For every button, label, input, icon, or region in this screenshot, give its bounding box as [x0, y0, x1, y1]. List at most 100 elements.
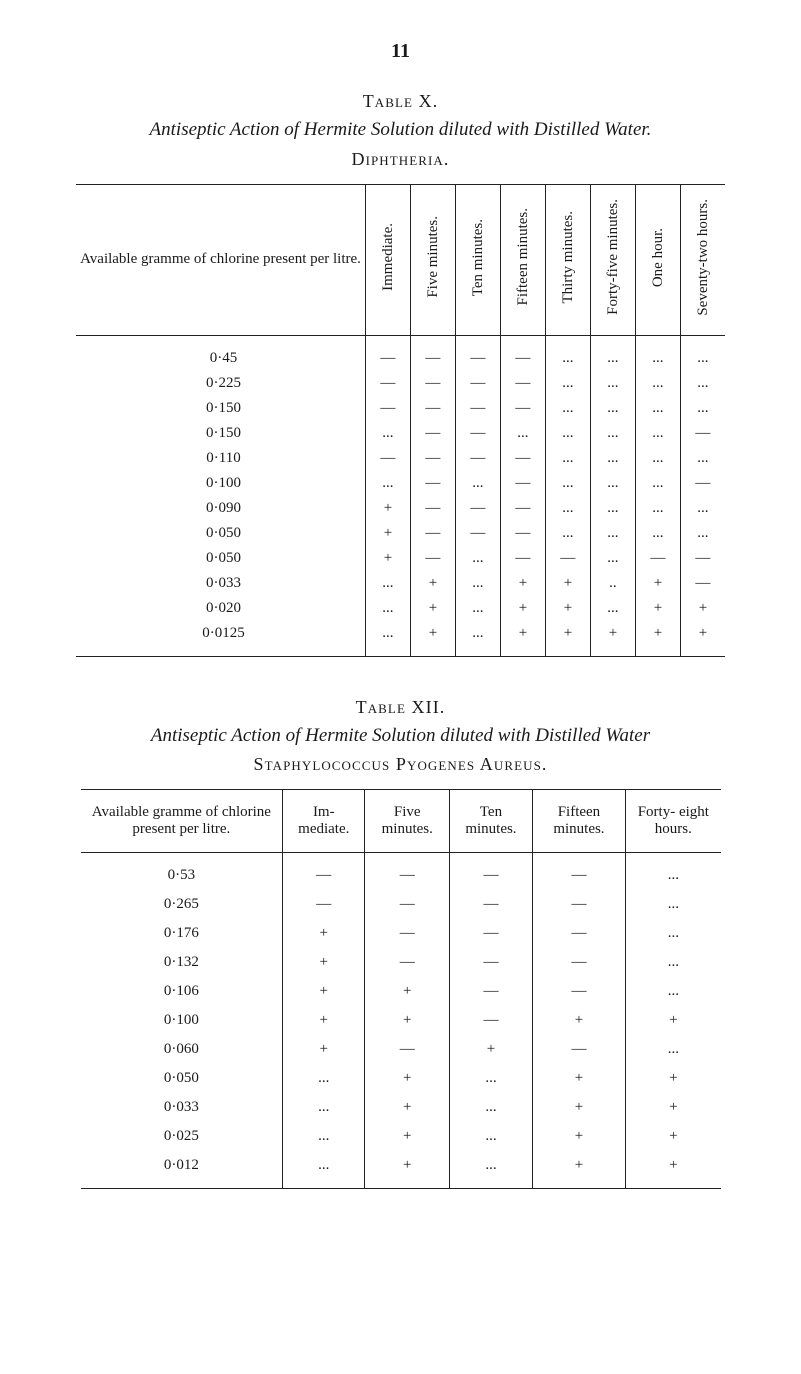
cell: +: [626, 1064, 721, 1093]
cell: ...: [500, 421, 545, 446]
cell: —: [532, 977, 626, 1006]
table-x-col-4: Thirty minutes.: [545, 184, 590, 335]
cell: ...: [545, 335, 590, 371]
cell: —: [410, 396, 455, 421]
cell: ...: [545, 496, 590, 521]
cell: —: [450, 890, 532, 919]
row-label: 0·53: [81, 853, 283, 891]
cell: ...: [680, 335, 725, 371]
table-xii-col-4: Forty- eight hours.: [626, 790, 721, 853]
cell: ..: [590, 571, 635, 596]
cell: —: [365, 396, 410, 421]
table-xii-col-0: Im- mediate.: [283, 790, 365, 853]
cell: —: [455, 446, 500, 471]
cell: —: [365, 919, 450, 948]
cell: +: [365, 496, 410, 521]
cell: ...: [365, 596, 410, 621]
row-label: 0·012: [81, 1151, 283, 1189]
cell: —: [283, 890, 365, 919]
cell: ...: [635, 496, 680, 521]
cell: +: [365, 1122, 450, 1151]
cell: ...: [283, 1151, 365, 1189]
cell: —: [532, 1035, 626, 1064]
cell: ...: [450, 1093, 532, 1122]
cell: +: [545, 571, 590, 596]
table-xii-label: Table XII.: [48, 697, 753, 718]
cell: +: [590, 621, 635, 657]
cell: —: [532, 948, 626, 977]
cell: —: [500, 371, 545, 396]
table-row: 0·225————............: [76, 371, 725, 396]
cell: ...: [590, 446, 635, 471]
cell: —: [365, 446, 410, 471]
table-row: 0·265————...: [81, 890, 721, 919]
table-row: 0·050+—...——...——: [76, 546, 725, 571]
cell: +: [283, 977, 365, 1006]
table-row: 0·050...+...++: [81, 1064, 721, 1093]
cell: +: [365, 546, 410, 571]
table-xii-subtitle: Staphylococcus Pyogenes Aureus.: [48, 754, 753, 775]
cell: —: [410, 371, 455, 396]
row-label: 0·033: [76, 571, 365, 596]
cell: —: [500, 396, 545, 421]
cell: —: [500, 546, 545, 571]
table-xii-col-2: Ten minutes.: [450, 790, 532, 853]
table-x-title: Antiseptic Action of Hermite Solution di…: [48, 118, 753, 143]
table-row: 0·033...+...++: [81, 1093, 721, 1122]
cell: +: [626, 1006, 721, 1035]
cell: ...: [590, 421, 635, 446]
cell: +: [635, 621, 680, 657]
cell: ...: [635, 446, 680, 471]
cell: ...: [680, 446, 725, 471]
cell: ...: [626, 853, 721, 891]
cell: —: [365, 335, 410, 371]
cell: +: [626, 1122, 721, 1151]
row-label: 0·090: [76, 496, 365, 521]
cell: ...: [635, 335, 680, 371]
cell: +: [283, 1006, 365, 1035]
table-row: 0·050+———............: [76, 521, 725, 546]
table-row: 0·45————............: [76, 335, 725, 371]
cell: ...: [590, 335, 635, 371]
cell: ...: [365, 571, 410, 596]
cell: +: [410, 571, 455, 596]
cell: +: [532, 1006, 626, 1035]
cell: —: [455, 371, 500, 396]
row-label: 0·100: [81, 1006, 283, 1035]
cell: ...: [680, 396, 725, 421]
row-label: 0·100: [76, 471, 365, 496]
cell: —: [410, 496, 455, 521]
cell: ...: [626, 890, 721, 919]
row-label: 0·110: [76, 446, 365, 471]
table-row: 0·150...——............—: [76, 421, 725, 446]
cell: —: [455, 521, 500, 546]
cell: —: [410, 421, 455, 446]
table-x-col-5: Forty-five minutes.: [590, 184, 635, 335]
row-label: 0·225: [76, 371, 365, 396]
cell: ...: [545, 421, 590, 446]
cell: ...: [365, 471, 410, 496]
page-number: 11: [48, 40, 753, 63]
cell: —: [455, 396, 500, 421]
cell: —: [365, 371, 410, 396]
row-label: 0·176: [81, 919, 283, 948]
cell: +: [545, 621, 590, 657]
table-row: 0·033...+...++..+—: [76, 571, 725, 596]
cell: +: [635, 571, 680, 596]
row-label: 0·060: [81, 1035, 283, 1064]
cell: +: [450, 1035, 532, 1064]
cell: ...: [455, 596, 500, 621]
cell: ...: [365, 621, 410, 657]
cell: —: [365, 853, 450, 891]
row-label: 0·150: [76, 421, 365, 446]
cell: ...: [545, 396, 590, 421]
cell: +: [500, 621, 545, 657]
table-row: 0·0125...+...+++++: [76, 621, 725, 657]
cell: ...: [590, 521, 635, 546]
cell: —: [410, 446, 455, 471]
cell: ...: [635, 421, 680, 446]
table-x-body: 0·45————............0·225————...........…: [76, 335, 725, 656]
cell: —: [365, 1035, 450, 1064]
cell: ...: [626, 919, 721, 948]
table-x-label: Table X.: [48, 91, 753, 112]
